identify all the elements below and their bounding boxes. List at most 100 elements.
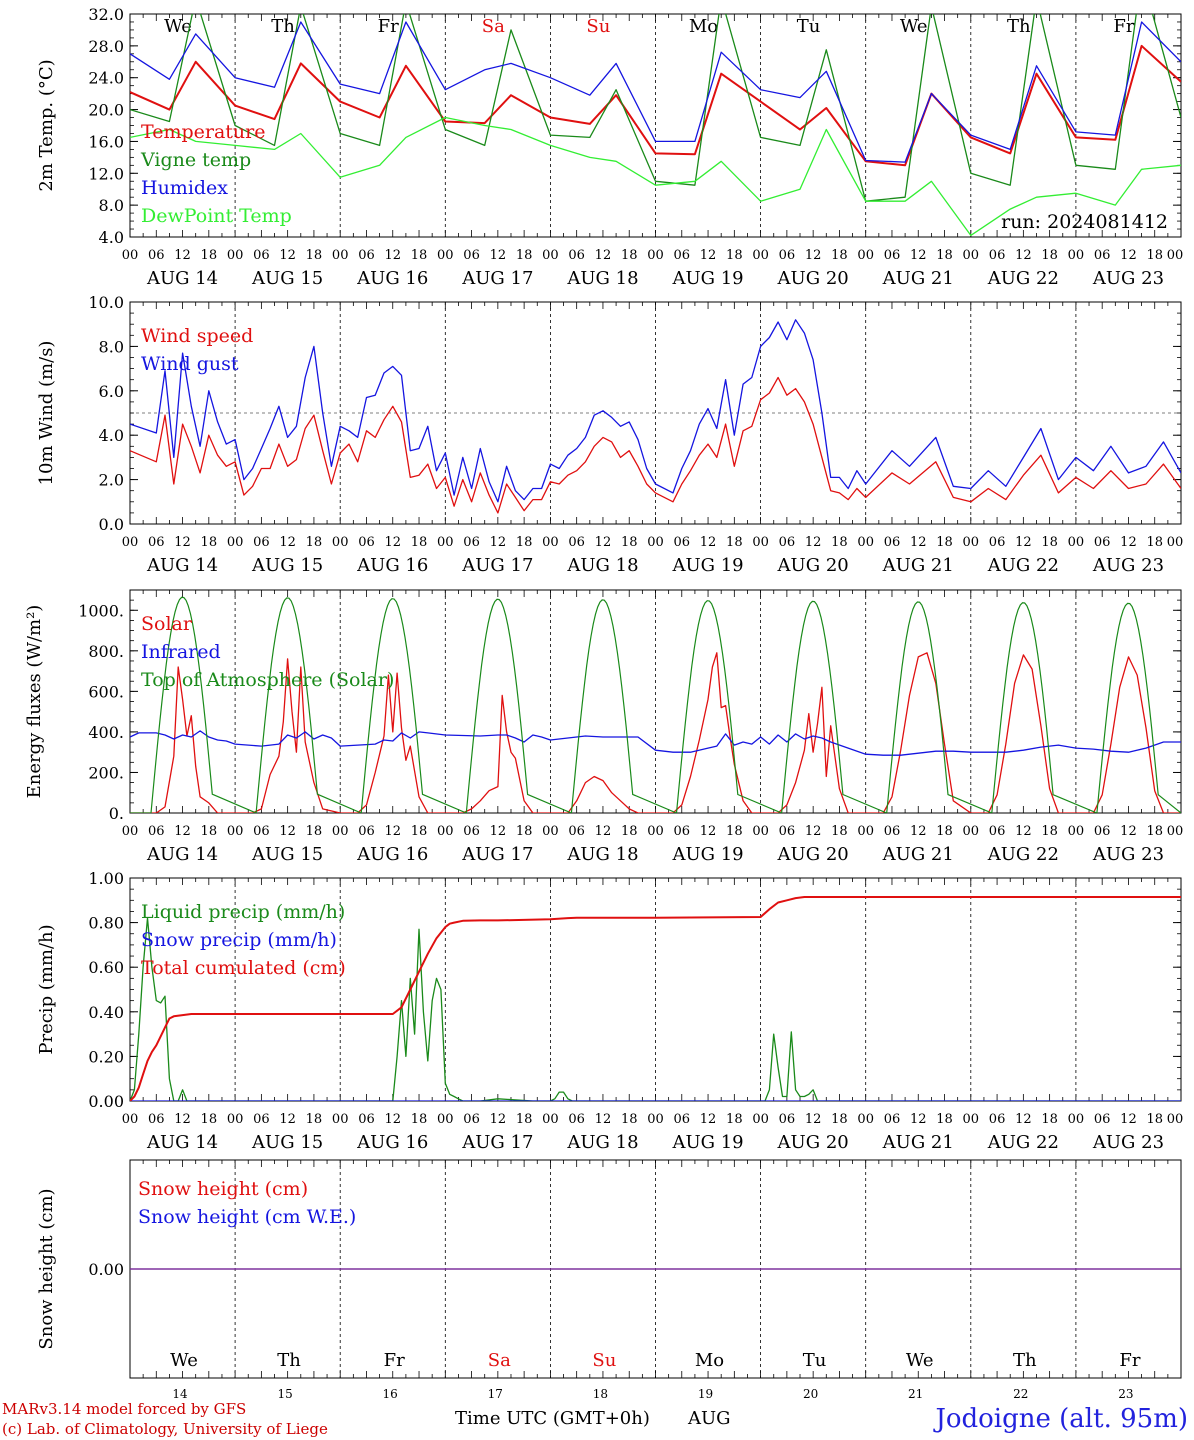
footer-copyright: (c) Lab. of Climatology, University of L… — [2, 1420, 328, 1438]
x-hour-label: 00 — [963, 1112, 980, 1127]
x-hour-label: 18 — [411, 824, 428, 839]
y-tick-label: 0.40 — [88, 1003, 124, 1022]
x-hour-label: 12 — [279, 1112, 296, 1127]
x-hour-label: 00 — [647, 535, 664, 550]
y-tick-label: 32.0 — [88, 5, 124, 24]
x-hour-label: 00 — [647, 248, 664, 263]
legend-entry: Humidex — [141, 177, 228, 199]
x-date-label: AUG 17 — [461, 555, 533, 576]
x-hour-label: 06 — [148, 535, 165, 550]
x-hour-label: 18 — [1041, 535, 1058, 550]
series-line-total-cumulated-cm- — [130, 896, 1181, 1101]
x-hour-label: 00 — [542, 248, 559, 263]
x-hour-label: 18 — [516, 824, 533, 839]
legend-entry: Infrared — [141, 641, 221, 663]
x-hour-label: 06 — [253, 824, 270, 839]
weekday-label: Th — [277, 1350, 301, 1371]
x-hour-label: 00 — [122, 535, 139, 550]
y-tick-label: 0.00 — [88, 1260, 124, 1279]
x-hour-label: 12 — [910, 535, 927, 550]
x-hour-label: 06 — [358, 1112, 375, 1127]
weekday-label: Mo — [695, 1350, 724, 1371]
x-hour-label: 00 — [647, 1112, 664, 1127]
x-hour-label: 00 — [1068, 1112, 1085, 1127]
legend-entry: DewPoint Temp — [141, 205, 292, 227]
x-hour-label: 00 — [1167, 824, 1184, 839]
x-hour-label: 00 — [332, 1112, 349, 1127]
x-hour-label: 06 — [989, 535, 1006, 550]
x-hour-label: 06 — [779, 824, 796, 839]
x-hour-label: 06 — [358, 824, 375, 839]
x-hour-label: 12 — [1120, 824, 1137, 839]
x-hour-label: 18 — [306, 1112, 323, 1127]
x-hour-label: 00 — [752, 535, 769, 550]
x-hour-label: 00 — [857, 1112, 874, 1127]
x-hour-label: 00 — [647, 824, 664, 839]
x-hour-label: 06 — [1094, 248, 1111, 263]
x-hour-label: 12 — [384, 248, 401, 263]
x-hour-label: 12 — [384, 535, 401, 550]
day-number-label: 15 — [277, 1387, 292, 1401]
y-tick-label: 400. — [88, 723, 124, 742]
weekday-label: We — [164, 16, 192, 37]
footer-month-label: AUG — [687, 1408, 731, 1429]
x-date-label: AUG 20 — [777, 268, 849, 289]
x-hour-label: 00 — [332, 535, 349, 550]
x-hour-label: 00 — [542, 1112, 559, 1127]
y-tick-label: 0. — [109, 804, 124, 823]
x-hour-label: 00 — [1068, 824, 1085, 839]
x-date-label: AUG 18 — [566, 844, 638, 865]
series-line-solar — [130, 652, 1181, 813]
x-date-label: AUG 17 — [461, 844, 533, 865]
x-hour-label: 12 — [1015, 1112, 1032, 1127]
x-hour-label: 12 — [279, 248, 296, 263]
x-date-label: AUG 17 — [461, 268, 533, 289]
x-hour-label: 06 — [358, 248, 375, 263]
x-date-label: AUG 21 — [882, 268, 954, 289]
x-hour-label: 12 — [910, 824, 927, 839]
weekday-label: Fr — [384, 1350, 405, 1371]
x-hour-label: 12 — [910, 1112, 927, 1127]
x-hour-label: 06 — [1094, 1112, 1111, 1127]
x-hour-label: 12 — [805, 824, 822, 839]
x-date-label: AUG 14 — [146, 844, 218, 865]
legend-entry: Snow height (cm W.E.) — [138, 1206, 356, 1228]
x-hour-label: 12 — [174, 824, 191, 839]
x-hour-label: 00 — [227, 535, 244, 550]
x-hour-label: 18 — [306, 824, 323, 839]
x-hour-label: 18 — [1041, 824, 1058, 839]
x-date-label: AUG 22 — [987, 1132, 1059, 1153]
day-number-label: 20 — [803, 1387, 818, 1401]
x-date-label: AUG 23 — [1092, 1132, 1164, 1153]
x-hour-label: 00 — [752, 824, 769, 839]
day-number-label: 16 — [383, 1387, 398, 1401]
x-hour-label: 06 — [568, 824, 585, 839]
series-line-infrared — [130, 730, 1181, 756]
x-hour-label: 18 — [411, 535, 428, 550]
x-hour-label: 18 — [1146, 1112, 1163, 1127]
panel-snow: 0.00 Snow height (cm) We Th Fr Sa Su Mo Tu We Th Fr… — [36, 1159, 1182, 1401]
y-tick-label: 1000. — [78, 601, 124, 620]
x-hour-label: 06 — [148, 248, 165, 263]
x-hour-label: 00 — [437, 824, 454, 839]
weekday-label: Su — [586, 16, 610, 37]
x-hour-label: 00 — [1167, 248, 1184, 263]
x-hour-label: 18 — [831, 535, 848, 550]
x-hour-label: 06 — [568, 535, 585, 550]
x-hour-label: 06 — [1094, 824, 1111, 839]
series-line-vigne-temp — [130, 14, 1181, 202]
x-hour-label: 12 — [700, 1112, 717, 1127]
weekday-label: Fr — [1119, 1350, 1140, 1371]
x-date-label: AUG 14 — [146, 268, 218, 289]
x-date-label: AUG 16 — [356, 1132, 428, 1153]
x-hour-label: 06 — [674, 1112, 691, 1127]
legend-entry: Solar — [141, 613, 193, 635]
x-hour-label: 12 — [279, 824, 296, 839]
x-hour-label: 06 — [989, 1112, 1006, 1127]
x-hour-label: 06 — [463, 824, 480, 839]
x-date-label: AUG 22 — [987, 555, 1059, 576]
x-hour-label: 12 — [1120, 248, 1137, 263]
x-hour-label: 00 — [1068, 535, 1085, 550]
x-hour-label: 18 — [201, 1112, 218, 1127]
